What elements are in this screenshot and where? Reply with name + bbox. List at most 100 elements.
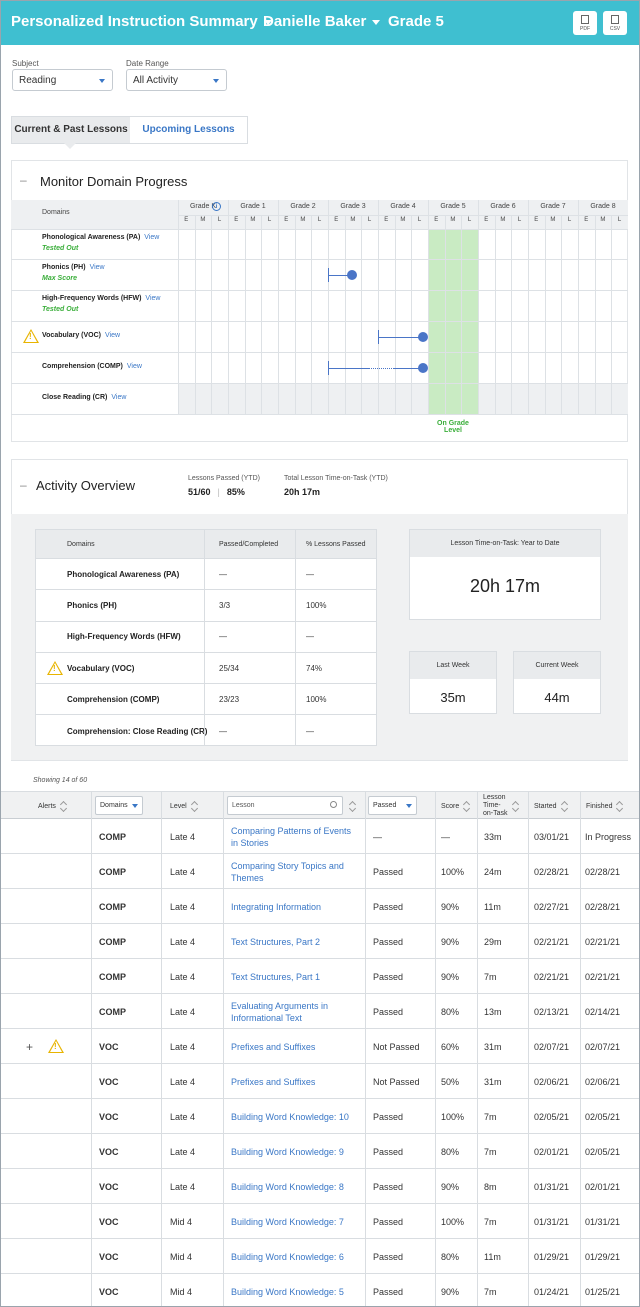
lesson-row[interactable]: VOC Late 4 Building Word Knowledge: 9 Passe… <box>1 1134 639 1169</box>
lesson-time: 24m <box>484 866 502 877</box>
time-column-header[interactable]: Lesson Time-on-Task <box>483 792 519 820</box>
student-dropdown[interactable]: Danielle Baker <box>263 13 381 30</box>
pdf-download-button[interactable]: PDF <box>573 11 597 35</box>
view-domain-link[interactable]: View <box>111 393 127 401</box>
domain-summary-row: Phonics (PH) 3/3 100% <box>36 590 376 622</box>
passed-filter-select[interactable]: Passed <box>368 796 417 815</box>
view-domain-link[interactable]: View <box>126 362 142 370</box>
lesson-row[interactable]: COMP Late 4 Comparing Patterns of Events i… <box>1 819 639 854</box>
view-domain-link[interactable]: View <box>105 331 121 339</box>
domain-row-label: High-Frequency Words (HFW) View <box>42 295 161 302</box>
grade-subcolumn-label: L <box>217 217 222 223</box>
lesson-link[interactable]: Comparing Patterns of Events in Stories <box>231 825 352 848</box>
grade-subcolumn-label: M <box>400 217 406 223</box>
lesson-row[interactable]: +! VOC Late 4 Prefixes and Suffixes Not Pass… <box>1 1029 639 1064</box>
grade-subcolumn-label: M <box>500 217 506 223</box>
lesson-row[interactable]: COMP Late 4 Text Structures, Part 2 Passed 9… <box>1 924 639 959</box>
sort-icon <box>349 801 357 811</box>
tab-current-past-lessons[interactable]: Current & Past Lessons <box>12 117 130 149</box>
domain-status-label: Tested Out <box>42 245 79 252</box>
header-bar: Personalized Instruction Summary Daniell… <box>1 1 639 45</box>
lesson-passed: Passed <box>373 1111 404 1122</box>
lesson-link[interactable]: Comparing Story Topics and Themes <box>231 860 344 883</box>
lesson-row[interactable]: COMP Late 4 Text Structures, Part 1 Passed 9… <box>1 959 639 994</box>
lesson-row[interactable]: VOC Late 4 Building Word Knowledge: 10 Pass… <box>1 1099 639 1134</box>
started-column-header[interactable]: Started <box>534 792 569 820</box>
domain-row-label: Vocabulary (VOC) View <box>42 331 121 339</box>
lesson-row[interactable]: VOC Mid 4 Building Word Knowledge: 7 Passed… <box>1 1204 639 1239</box>
lesson-search-input[interactable]: Lesson <box>227 796 343 815</box>
csv-download-button[interactable]: CSV <box>603 11 627 35</box>
domain-summary-row: Comprehension (COMP) 23/23 100% <box>36 684 376 716</box>
grade-subcolumn-label: E <box>334 217 339 223</box>
grade-column-header: Grade 8 <box>590 203 616 210</box>
lesson-link[interactable]: Building Word Knowledge: 10 <box>231 1111 349 1122</box>
lesson-score: 80% <box>441 1146 460 1157</box>
expand-row-button[interactable]: + <box>26 1039 34 1054</box>
collapse-activity-button[interactable]: – <box>20 478 27 492</box>
lesson-domain: VOC <box>99 1076 119 1087</box>
sort-icon <box>512 801 519 811</box>
summary-column-header: Passed/Completed <box>219 540 279 548</box>
lesson-row[interactable]: VOC Mid 4 Building Word Knowledge: 6 Passed… <box>1 1239 639 1274</box>
last-week-value: 35m <box>440 690 466 705</box>
subject-select[interactable]: Reading <box>12 69 113 91</box>
progress-current-dot[interactable] <box>347 269 357 280</box>
lesson-link[interactable]: Text Structures, Part 2 <box>231 936 321 947</box>
lesson-link[interactable]: Prefixes and Suffixes <box>231 1041 316 1052</box>
lesson-link[interactable]: Text Structures, Part 1 <box>231 971 321 982</box>
date-range-select[interactable]: All Activity <box>126 69 227 91</box>
level-column-header[interactable]: Level <box>170 792 199 820</box>
tab-upcoming-lessons[interactable]: Upcoming Lessons <box>142 124 235 135</box>
lesson-level: Late 4 <box>170 1111 196 1122</box>
lesson-link[interactable]: Building Word Knowledge: 5 <box>231 1286 344 1297</box>
lesson-row[interactable]: COMP Late 4 Integrating Information Passed 9… <box>1 889 639 924</box>
domains-filter-select[interactable]: Domains <box>95 796 143 815</box>
score-column-header[interactable]: Score <box>441 792 471 820</box>
lesson-link[interactable]: Building Word Knowledge: 7 <box>231 1216 344 1227</box>
lesson-row[interactable]: VOC Mid 4 Building Word Knowledge: 5 Passed… <box>1 1274 639 1306</box>
lesson-started: 02/13/21 <box>534 1006 570 1017</box>
view-domain-link[interactable]: View <box>144 234 160 241</box>
lessons-table-header: Alerts Domains Level Lesson Passed Score… <box>1 791 639 820</box>
lesson-started: 02/01/21 <box>534 1146 570 1157</box>
alerts-column-header[interactable]: Alerts <box>38 792 68 820</box>
lesson-link[interactable]: Evaluating Arguments in Informational Te… <box>231 1000 329 1023</box>
lesson-link[interactable]: Building Word Knowledge: 9 <box>231 1146 344 1157</box>
grade-subcolumn-label: M <box>200 217 206 223</box>
lesson-score: 100% <box>441 866 465 877</box>
lesson-link[interactable]: Building Word Knowledge: 6 <box>231 1251 344 1262</box>
lesson-started: 02/28/21 <box>534 866 570 877</box>
finished-column-header[interactable]: Finished <box>586 792 624 820</box>
ytd-time-card-value: 20h 17m <box>469 576 541 596</box>
collapse-monitor-button[interactable]: – <box>20 173 27 187</box>
lesson-row[interactable]: COMP Late 4 Evaluating Arguments in Inform… <box>1 994 639 1029</box>
lesson-link[interactable]: Prefixes and Suffixes <box>231 1076 316 1087</box>
lesson-domain: VOC <box>99 1251 119 1262</box>
progress-current-dot[interactable] <box>418 362 428 373</box>
lesson-sort-button[interactable] <box>345 792 357 820</box>
info-icon[interactable]: i <box>212 202 221 211</box>
grade-column-header: Grade 6 <box>490 203 516 210</box>
grade-label: Grade 5 <box>388 13 444 30</box>
lesson-link[interactable]: Building Word Knowledge: 8 <box>231 1181 344 1192</box>
lesson-link[interactable]: Integrating Information <box>231 901 322 912</box>
lesson-domain: VOC <box>99 1216 119 1227</box>
lesson-row[interactable]: VOC Late 4 Building Word Knowledge: 8 Passe… <box>1 1169 639 1204</box>
view-domain-link[interactable]: View <box>145 295 161 302</box>
lesson-row[interactable]: VOC Late 4 Prefixes and Suffixes Not Passed… <box>1 1064 639 1099</box>
lesson-domain: COMP <box>99 971 126 982</box>
report-title-dropdown[interactable]: Personalized Instruction Summary <box>11 13 272 30</box>
lesson-row[interactable]: COMP Late 4 Comparing Story Topics and The… <box>1 854 639 889</box>
grade-subcolumn-label: E <box>584 217 589 223</box>
progress-current-dot[interactable] <box>418 331 428 342</box>
lesson-started: 01/31/21 <box>534 1216 570 1227</box>
lesson-level: Late 4 <box>170 1181 196 1192</box>
lesson-domain: VOC <box>99 1041 119 1052</box>
ytd-time-card-label: Lesson Time-on-Task: Year to Date <box>410 530 600 557</box>
lesson-score: 90% <box>441 971 460 982</box>
chevron-down-icon <box>213 79 219 83</box>
pdf-file-icon <box>581 15 589 24</box>
grade-subcolumn-label: E <box>484 217 489 223</box>
view-domain-link[interactable]: View <box>89 264 105 271</box>
